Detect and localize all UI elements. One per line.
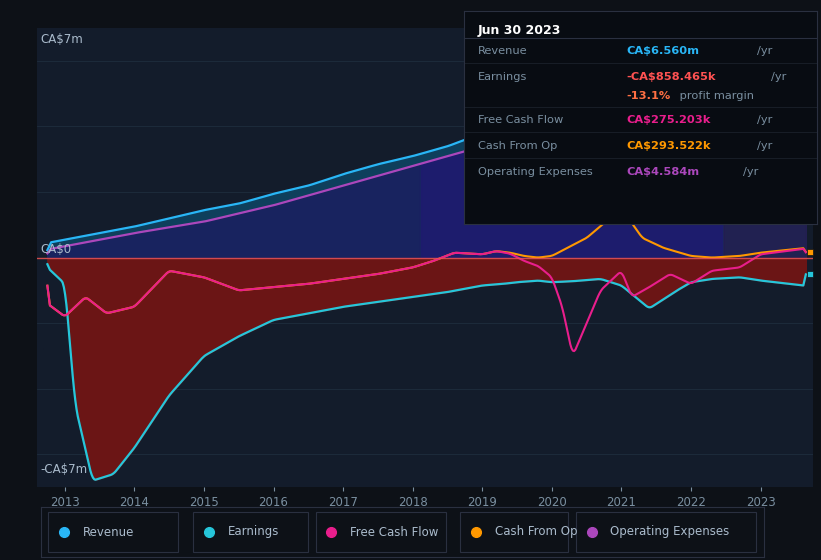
Text: Free Cash Flow: Free Cash Flow	[478, 115, 563, 125]
Text: Revenue: Revenue	[83, 525, 135, 539]
Text: Earnings: Earnings	[227, 525, 279, 539]
Text: -CA$7m: -CA$7m	[40, 463, 88, 476]
Text: Free Cash Flow: Free Cash Flow	[351, 525, 438, 539]
Text: CA$6.560m: CA$6.560m	[626, 46, 699, 57]
Text: Earnings: Earnings	[478, 72, 527, 82]
Text: Jun 30 2023: Jun 30 2023	[478, 24, 562, 37]
FancyBboxPatch shape	[48, 512, 178, 552]
Text: -13.1%: -13.1%	[626, 91, 671, 101]
Text: /yr: /yr	[757, 115, 773, 125]
Text: /yr: /yr	[757, 141, 773, 151]
Text: -CA$858.465k: -CA$858.465k	[626, 72, 716, 82]
FancyBboxPatch shape	[193, 512, 309, 552]
Text: CA$293.522k: CA$293.522k	[626, 141, 711, 151]
Text: CA$7m: CA$7m	[40, 32, 83, 45]
Text: Cash From Op: Cash From Op	[478, 141, 557, 151]
Text: Revenue: Revenue	[478, 46, 528, 57]
FancyBboxPatch shape	[576, 512, 756, 552]
Text: Operating Expenses: Operating Expenses	[610, 525, 730, 539]
Text: Operating Expenses: Operating Expenses	[478, 166, 593, 176]
Text: CA$275.203k: CA$275.203k	[626, 115, 711, 125]
Text: CA$0: CA$0	[40, 243, 71, 256]
Text: CA$4.584m: CA$4.584m	[626, 166, 699, 176]
FancyBboxPatch shape	[460, 512, 568, 552]
FancyBboxPatch shape	[315, 512, 446, 552]
Text: profit margin: profit margin	[676, 91, 754, 101]
Text: /yr: /yr	[757, 46, 773, 57]
Text: /yr: /yr	[743, 166, 758, 176]
Text: /yr: /yr	[771, 72, 787, 82]
Text: Cash From Op: Cash From Op	[495, 525, 577, 539]
